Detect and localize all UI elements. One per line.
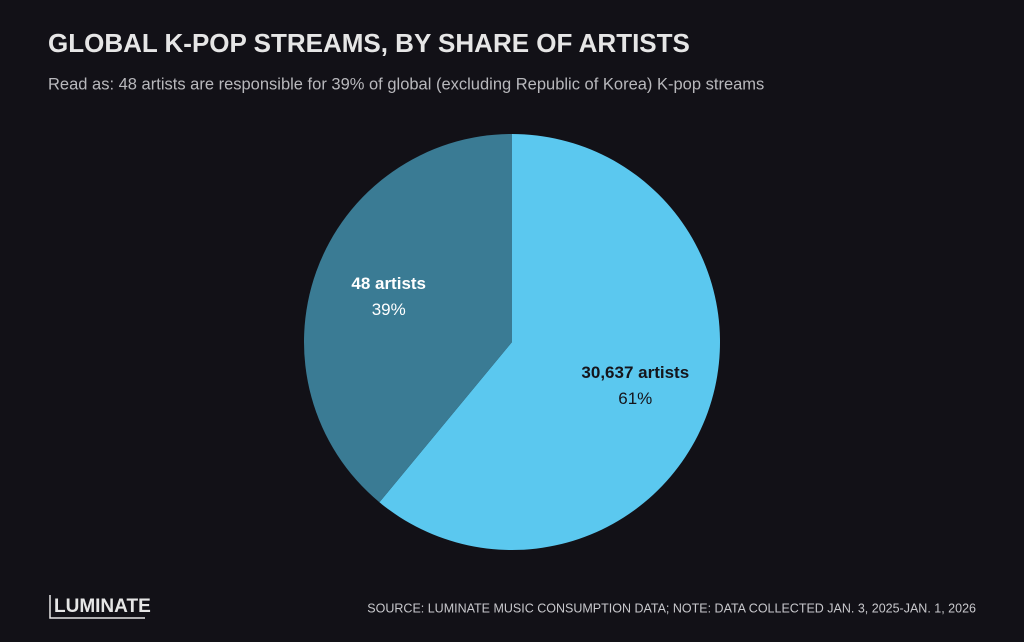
chart-title: GLOBAL K-POP STREAMS, BY SHARE OF ARTIST… (48, 28, 690, 58)
source-note: SOURCE: LUMINATE MUSIC CONSUMPTION DATA;… (367, 601, 976, 615)
pie-slice (304, 134, 512, 503)
logo-frame (49, 595, 145, 619)
chart-subtitle: Read as: 48 artists are responsible for … (48, 75, 764, 93)
logo: LUMINATE (49, 595, 151, 619)
slice-category-label: 30,637 artists (581, 363, 689, 382)
slice-category-label: 48 artists (351, 274, 426, 293)
pie-slice (379, 134, 721, 550)
logo-text: LUMINATE (54, 596, 151, 617)
pie: 30,637 artists 61% 48 artists 39% (304, 134, 721, 550)
slice-value-label: 39% (372, 300, 406, 319)
slice-value-label: 61% (618, 389, 652, 408)
